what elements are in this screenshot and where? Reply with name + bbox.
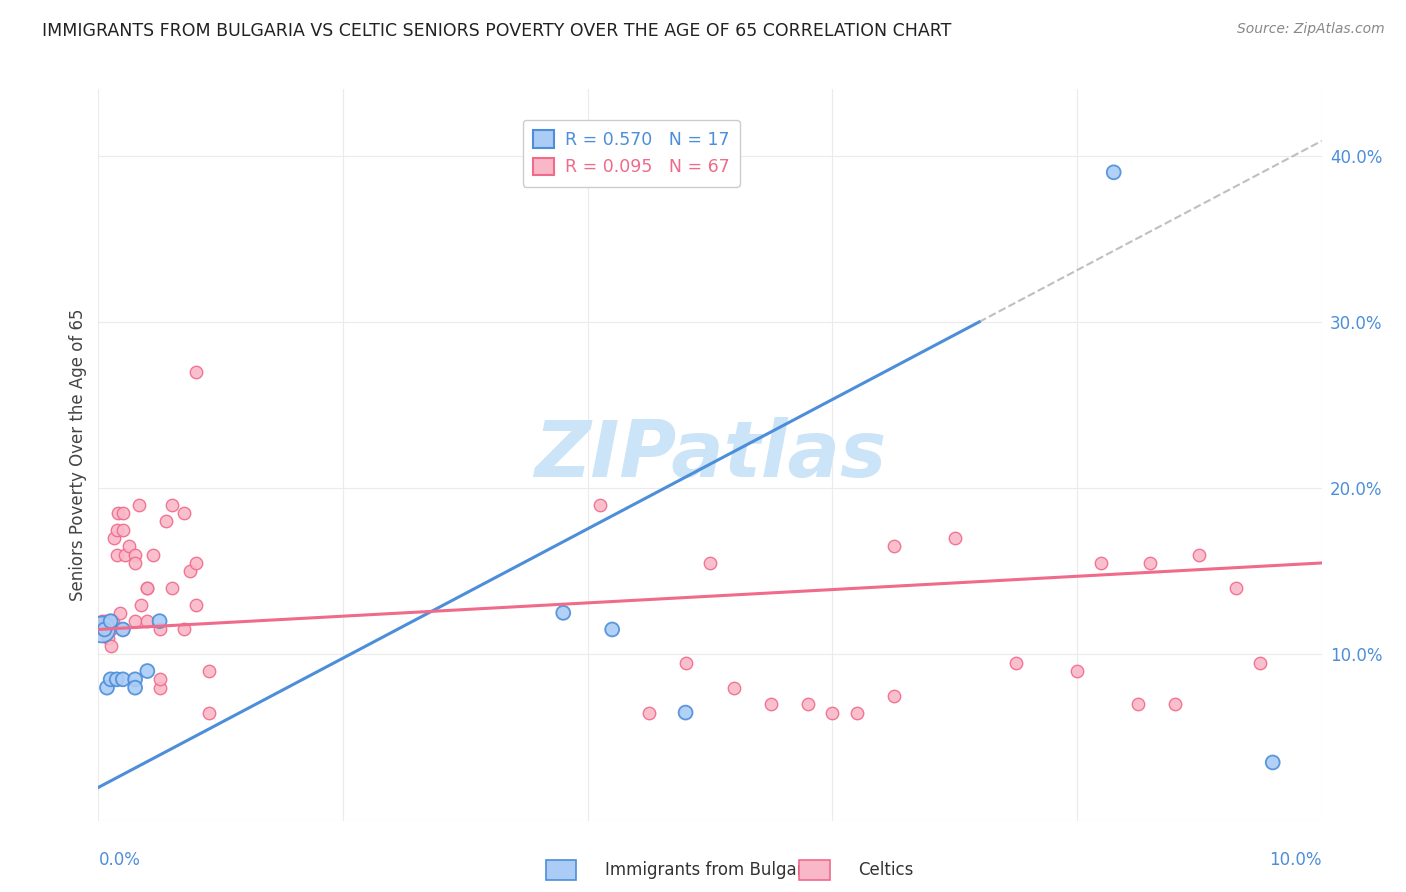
Text: ZIPatlas: ZIPatlas [534, 417, 886, 493]
Point [91, 614, 114, 628]
Point [1066, 664, 1088, 678]
Legend: R = 0.570   N = 17, R = 0.095   N = 67: R = 0.570 N = 17, R = 0.095 N = 67 [523, 120, 740, 186]
Point [100, 639, 122, 653]
Point [759, 698, 782, 712]
Point [93, 623, 115, 637]
Point [149, 673, 172, 687]
Point [94, 623, 117, 637]
Point [173, 506, 195, 520]
Point [179, 564, 201, 578]
Point [149, 614, 172, 628]
Point [90, 623, 112, 637]
Point [1128, 698, 1150, 712]
Point [136, 581, 159, 595]
Y-axis label: Seniors Poverty Over the Age of 65: Seniors Poverty Over the Age of 65 [69, 309, 87, 601]
Point [110, 606, 132, 620]
Point [111, 523, 134, 537]
Point [883, 689, 905, 703]
Point [553, 606, 575, 620]
Point [111, 506, 134, 520]
Point [149, 623, 172, 637]
Point [114, 548, 136, 562]
Point [197, 664, 219, 678]
Point [797, 698, 820, 712]
Point [111, 673, 134, 687]
Point [699, 556, 721, 570]
Point [98, 614, 121, 628]
Point [91, 623, 114, 637]
Point [149, 681, 172, 695]
Point [943, 531, 966, 545]
Point [93, 623, 115, 637]
Point [100, 623, 122, 637]
Point [91, 623, 114, 637]
Point [100, 673, 122, 687]
Point [186, 365, 208, 379]
Point [1164, 698, 1187, 712]
Point [600, 623, 623, 637]
Point [105, 548, 128, 562]
Point [96, 623, 118, 637]
Point [155, 515, 177, 529]
Text: 10.0%: 10.0% [1270, 851, 1322, 869]
Point [105, 673, 128, 687]
Point [124, 614, 146, 628]
Point [1139, 556, 1161, 570]
Point [136, 664, 159, 678]
Point [136, 581, 159, 595]
Point [637, 706, 661, 720]
Point [186, 598, 208, 612]
Point [124, 673, 146, 687]
Point [107, 506, 129, 520]
Point [118, 539, 141, 553]
Point [1004, 656, 1026, 670]
Point [142, 548, 165, 562]
Point [173, 623, 195, 637]
Point [97, 631, 120, 645]
Point [124, 556, 146, 570]
Point [93, 614, 115, 628]
Point [186, 556, 208, 570]
Point [675, 706, 697, 720]
Text: 0.0%: 0.0% [98, 851, 141, 869]
Text: Celtics: Celtics [858, 861, 912, 879]
Point [160, 581, 183, 595]
Point [1102, 165, 1125, 179]
Point [136, 614, 159, 628]
Point [111, 623, 134, 637]
Point [124, 681, 146, 695]
Point [103, 531, 125, 545]
Point [1090, 556, 1112, 570]
Point [105, 523, 128, 537]
Point [101, 614, 124, 628]
Point [129, 598, 152, 612]
Point [675, 656, 697, 670]
Text: Immigrants from Bulgaria: Immigrants from Bulgaria [605, 861, 818, 879]
Text: Source: ZipAtlas.com: Source: ZipAtlas.com [1237, 22, 1385, 37]
Point [128, 498, 150, 512]
Text: IMMIGRANTS FROM BULGARIA VS CELTIC SENIORS POVERTY OVER THE AGE OF 65 CORRELATIO: IMMIGRANTS FROM BULGARIA VS CELTIC SENIO… [42, 22, 952, 40]
Point [124, 548, 146, 562]
Point [1225, 581, 1247, 595]
Point [160, 498, 183, 512]
Point [100, 614, 122, 628]
Point [100, 614, 122, 628]
Point [111, 623, 134, 637]
Point [1188, 548, 1211, 562]
Point [723, 681, 745, 695]
Point [197, 706, 219, 720]
Point [883, 539, 905, 553]
Point [1261, 756, 1284, 770]
Point [589, 498, 612, 512]
Point [96, 681, 118, 695]
Point [845, 706, 868, 720]
Point [1249, 656, 1271, 670]
Point [821, 706, 844, 720]
